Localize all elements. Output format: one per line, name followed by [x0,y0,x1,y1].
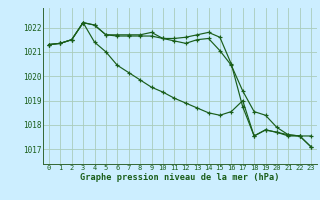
X-axis label: Graphe pression niveau de la mer (hPa): Graphe pression niveau de la mer (hPa) [80,173,280,182]
